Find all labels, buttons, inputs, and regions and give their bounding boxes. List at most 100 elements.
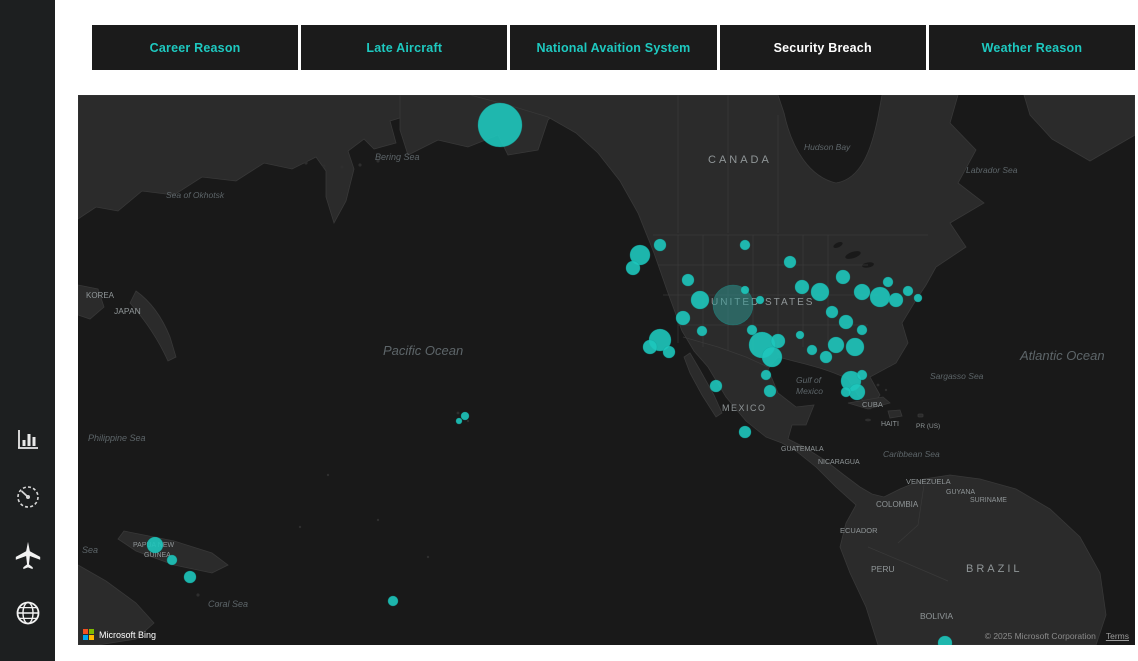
- map-label-venezuela: VENEZUELA: [906, 477, 951, 486]
- map-copyright: © 2025 Microsoft Corporation: [984, 631, 1096, 641]
- map-bubble[interactable]: [810, 282, 830, 302]
- map-bubble[interactable]: [819, 350, 833, 364]
- map-bubble[interactable]: [740, 285, 750, 295]
- map-bubble[interactable]: [825, 305, 839, 319]
- map-bubble[interactable]: [183, 570, 197, 584]
- map-bubble[interactable]: [869, 286, 891, 308]
- tab-career-reason[interactable]: Career Reason: [92, 25, 299, 70]
- map-bubbles-layer: [146, 102, 953, 645]
- landmass-americas: [469, 95, 1107, 645]
- filter-tab-bar: Career Reason Late Aircraft National Avait…: [92, 25, 1136, 70]
- map-bubble[interactable]: [794, 279, 810, 295]
- map-bubble[interactable]: [783, 255, 797, 269]
- map-label-mexico: Mexico: [796, 386, 823, 396]
- map-bubble[interactable]: [629, 244, 651, 266]
- map-label-sea-of-okhotsk: Sea of Okhotsk: [166, 190, 225, 200]
- map-bubble[interactable]: [739, 239, 751, 251]
- map-visual[interactable]: Bering Sea Sea of Okhotsk Pacific Ocean Hud…: [78, 95, 1135, 645]
- tab-weather-reason[interactable]: Weather Reason: [928, 25, 1136, 70]
- map-bubble[interactable]: [806, 344, 818, 356]
- map-bubble[interactable]: [838, 314, 854, 330]
- map-bubble[interactable]: [455, 417, 463, 425]
- map-label-guinea: GUINEA: [144, 552, 171, 559]
- island-puerto-rico: [917, 413, 924, 418]
- map-label-bering-sea: Bering Sea: [375, 152, 420, 162]
- map-bubble[interactable]: [853, 283, 871, 301]
- map-label-pacific-ocean: Pacific Ocean: [383, 343, 463, 358]
- sidebar: [0, 0, 55, 661]
- map-label-colombia: COLOMBIA: [876, 500, 919, 509]
- map-label-ecuador: ECUADOR: [840, 526, 878, 535]
- map-bubble[interactable]: [835, 269, 851, 285]
- landmass-new-guinea: [117, 530, 229, 574]
- bing-logo: Microsoft Bing: [83, 629, 156, 640]
- tab-security-breach[interactable]: Security Breach: [719, 25, 926, 70]
- map-bubble[interactable]: [882, 276, 894, 288]
- map-bubble[interactable]: [625, 260, 641, 276]
- map-bubble[interactable]: [902, 285, 914, 297]
- map-bubble[interactable]: [387, 595, 399, 607]
- sidebar-item-airplane[interactable]: [12, 539, 44, 571]
- bar-chart-icon: [15, 426, 41, 452]
- map-bubble[interactable]: [675, 310, 691, 326]
- map-label-brazil: BRAZIL: [966, 563, 1023, 575]
- map-label-cuba: CUBA: [862, 400, 883, 409]
- map-bubble[interactable]: [653, 238, 667, 252]
- airplane-icon: [13, 540, 43, 570]
- map-bubble[interactable]: [712, 284, 754, 326]
- map-label-sea: Sea: [82, 545, 98, 555]
- globe-icon: [14, 599, 42, 627]
- map-bubble[interactable]: [746, 324, 758, 336]
- landmass-greenland: [1023, 95, 1135, 162]
- map-bubble[interactable]: [856, 324, 868, 336]
- map-label-korea: KOREA: [86, 291, 115, 300]
- map-label-caribbean-sea: Caribbean Sea: [883, 449, 940, 459]
- map-bubble[interactable]: [937, 635, 953, 645]
- sidebar-item-gauge[interactable]: [12, 481, 44, 513]
- map-label-hudson-bay: Hudson Bay: [804, 142, 851, 152]
- map-label-labrador-sea: Labrador Sea: [966, 165, 1018, 175]
- map-label-japan: JAPAN: [114, 306, 141, 316]
- map-bubble[interactable]: [761, 346, 783, 368]
- map-bubble[interactable]: [696, 325, 708, 337]
- map-bubble[interactable]: [888, 292, 904, 308]
- map-bubble[interactable]: [795, 330, 805, 340]
- map-bubble[interactable]: [770, 333, 786, 349]
- map-bubble[interactable]: [709, 379, 723, 393]
- map-bubble[interactable]: [146, 536, 164, 554]
- map-label-pr-us-: PR (US): [916, 423, 940, 430]
- map-bubble[interactable]: [755, 295, 765, 305]
- landmass-australia: [78, 564, 155, 645]
- map-bubble[interactable]: [460, 411, 470, 421]
- landmass-siberia: [78, 95, 424, 225]
- map-label-nicaragua: NICARAGUA: [818, 459, 860, 466]
- terms-link[interactable]: Terms: [1105, 631, 1129, 641]
- map-label-guatemala: GUATEMALA: [781, 446, 824, 453]
- map-bubble[interactable]: [681, 273, 695, 287]
- map-bubble[interactable]: [856, 369, 868, 381]
- map-bubble[interactable]: [166, 554, 178, 566]
- map-bubble[interactable]: [738, 425, 752, 439]
- bing-provider-label: Microsoft Bing: [99, 629, 157, 640]
- map-bubble[interactable]: [763, 384, 777, 398]
- map-bubble[interactable]: [477, 102, 523, 148]
- sidebar-item-bar-chart[interactable]: [12, 423, 44, 455]
- map-bubble[interactable]: [827, 336, 845, 354]
- map-label-haiti: HAITI: [881, 421, 899, 428]
- map-bubble[interactable]: [760, 369, 772, 381]
- sidebar-item-globe[interactable]: [12, 597, 44, 629]
- map-bubble[interactable]: [845, 337, 865, 357]
- map-bubble[interactable]: [840, 386, 852, 398]
- island-hispaniola: [887, 409, 903, 419]
- map-bubble[interactable]: [690, 290, 710, 310]
- map-bubble[interactable]: [642, 339, 658, 355]
- gauge-icon: [14, 483, 42, 511]
- map-bubble[interactable]: [848, 383, 866, 401]
- map-label-mexico: MEXICO: [722, 403, 767, 413]
- map-bubble[interactable]: [913, 293, 923, 303]
- map-bubble[interactable]: [662, 345, 676, 359]
- microsoft-logo-icon: [83, 629, 94, 640]
- tab-late-aircraft[interactable]: Late Aircraft: [301, 25, 508, 70]
- tab-national-avaition-system[interactable]: National Avaition System: [510, 25, 717, 70]
